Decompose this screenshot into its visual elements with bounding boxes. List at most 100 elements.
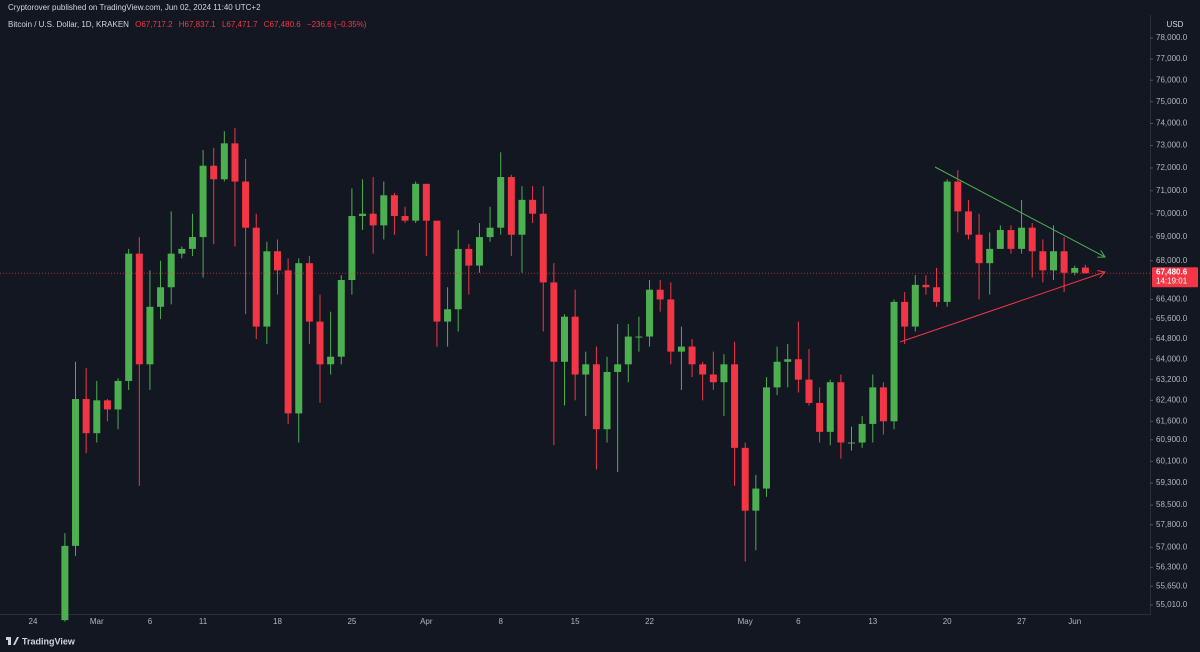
candle-body — [273, 251, 281, 271]
candle-body — [1039, 251, 1047, 271]
y-tick-label: 75,000.0 — [1156, 97, 1188, 106]
candle-body — [252, 227, 260, 327]
candle-body — [752, 488, 760, 511]
candle-body — [731, 364, 739, 448]
candle-body — [369, 213, 377, 226]
candle-body — [816, 402, 824, 432]
y-tick-label: 57,000.0 — [1156, 542, 1188, 551]
publisher-line: Cryptorover published on TradingView.com… — [8, 3, 265, 12]
candle-body — [1071, 267, 1079, 273]
x-tick-label: 22 — [645, 617, 654, 626]
candle-body — [263, 251, 271, 327]
candle-body — [210, 165, 218, 180]
candle-body — [529, 199, 537, 214]
candle-body — [656, 289, 664, 300]
x-tick-label: Apr — [420, 617, 433, 626]
candle-body — [135, 253, 143, 365]
candle-body — [539, 213, 547, 283]
y-tick-label: 66,400.0 — [1156, 295, 1188, 304]
candle-body — [624, 336, 632, 365]
candle-body — [996, 230, 1004, 249]
candle-body — [858, 423, 866, 443]
y-tick-label: 74,000.0 — [1156, 119, 1188, 128]
y-tick-label: 57,800.0 — [1156, 520, 1188, 529]
candle-body — [188, 237, 196, 249]
candle-body — [1007, 230, 1015, 249]
candle-body — [167, 253, 175, 288]
candle-body — [709, 374, 717, 383]
y-tick-label: 56,300.0 — [1156, 562, 1188, 571]
candle-body — [518, 199, 526, 235]
candle-body — [497, 177, 505, 228]
candle-body — [890, 301, 898, 422]
countdown-label: 14:19:01 — [1156, 276, 1188, 285]
legend-line: Bitcoin / U.S. Dollar, 1D, KRAKEN O67,71… — [8, 20, 371, 29]
x-tick-label: 24 — [29, 617, 38, 626]
candle-body — [316, 321, 324, 365]
x-tick-label: 15 — [571, 617, 580, 626]
candle-body — [805, 379, 813, 403]
candle-body — [1018, 227, 1026, 249]
y-tick-label: 68,000.0 — [1156, 256, 1188, 265]
y-tick-label: 70,000.0 — [1156, 209, 1188, 218]
symbol: Bitcoin / U.S. Dollar, 1D, KRAKEN — [8, 20, 129, 29]
candle-body — [699, 364, 707, 375]
candle-body — [401, 216, 409, 221]
candle-body — [550, 282, 558, 362]
y-tick-label: 55,010.0 — [1156, 600, 1188, 609]
candle-body — [337, 280, 345, 357]
candle-body — [327, 356, 335, 365]
candle-body — [1028, 227, 1036, 252]
candle-body — [390, 195, 398, 217]
candle-body — [305, 263, 313, 322]
y-tick-label: 63,200.0 — [1156, 375, 1188, 384]
candle-body — [561, 316, 568, 362]
candle-body — [444, 309, 452, 322]
y-tick-label: 72,000.0 — [1156, 163, 1188, 172]
candle-body — [826, 382, 834, 432]
candle-body — [614, 364, 622, 372]
candle-body — [61, 545, 69, 621]
y-tick-label: 58,500.0 — [1156, 500, 1188, 509]
candle-body — [412, 183, 420, 221]
candle-body — [359, 213, 367, 217]
y-tick-label: 77,000.0 — [1156, 54, 1188, 63]
candle-body — [242, 181, 250, 228]
candle-body — [635, 336, 643, 338]
candle-body — [911, 284, 919, 327]
last-price-tag — [1152, 267, 1198, 288]
candle-body — [922, 284, 930, 288]
candle-body — [146, 306, 154, 365]
candle-body — [72, 399, 80, 546]
trendline-lower — [899, 272, 1105, 343]
candle-body — [869, 387, 877, 424]
x-tick-label: 27 — [1017, 617, 1026, 626]
publisher: Cryptorover published on TradingView.com… — [8, 3, 261, 12]
legend-close: C67,480.6 — [263, 20, 301, 29]
y-tick-label: 78,000.0 — [1156, 33, 1188, 42]
x-tick-label: 8 — [498, 617, 503, 626]
y-tick-label: 64,000.0 — [1156, 354, 1188, 363]
candle-body — [794, 359, 802, 380]
y-tick-label: 60,900.0 — [1156, 435, 1188, 444]
candle-body — [93, 400, 101, 434]
trendline-upper — [934, 166, 1105, 257]
candle-body — [220, 143, 228, 180]
legend-high: H67,837.1 — [178, 20, 216, 29]
y-tick-label: 64,800.0 — [1156, 334, 1188, 343]
y-tick-label: 69,000.0 — [1156, 232, 1188, 241]
candle-body — [348, 216, 356, 281]
candle-body — [475, 237, 483, 266]
candle-body — [465, 248, 473, 266]
y-tick-label: 65,600.0 — [1156, 314, 1188, 323]
candle-body — [667, 299, 675, 352]
x-tick-label: 18 — [273, 617, 282, 626]
candle-body — [677, 346, 685, 352]
candle-body — [125, 253, 133, 381]
candle-body — [199, 165, 207, 238]
candle-body — [178, 248, 186, 254]
legend-low: L67,471.7 — [221, 20, 258, 29]
candle-body — [720, 364, 728, 383]
candle-body — [901, 301, 909, 327]
